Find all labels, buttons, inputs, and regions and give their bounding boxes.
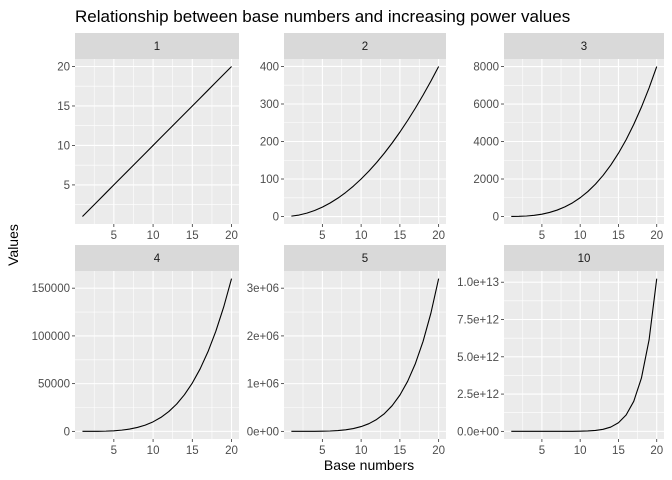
y-tick-label: 7.5e+12 (457, 315, 499, 327)
facet-strip-label: 3 (581, 41, 587, 53)
y-tick-label: 50000 (38, 379, 70, 391)
x-tick-label: 10 (147, 230, 160, 242)
x-tick-label: 15 (186, 445, 199, 457)
y-tick-label: 200 (260, 137, 279, 149)
y-tick-label: 150000 (32, 283, 70, 295)
panel-background (284, 271, 446, 439)
y-tick-label: 2.5e+12 (457, 389, 499, 401)
x-tick-label: 5 (319, 230, 325, 242)
y-tick-label: 5.0e+12 (457, 352, 499, 364)
x-tick-label: 15 (186, 230, 199, 242)
x-tick-label: 20 (650, 230, 663, 242)
x-tick-label: 10 (147, 445, 160, 457)
x-tick-label: 20 (225, 445, 238, 457)
facet-strip (75, 245, 239, 271)
x-tick-label: 5 (111, 445, 117, 457)
facet-strip-label: 5 (362, 253, 368, 265)
panel-background (75, 271, 239, 439)
facet-panel-4: 4 5 10 15 20 0 50000 100000 150000 (32, 245, 239, 457)
x-tick-label: 15 (612, 230, 625, 242)
series-line-power-10 (511, 278, 658, 432)
y-tick-label: 2000 (473, 174, 499, 186)
y-tick-label: 300 (260, 99, 279, 111)
y-tick-label: 20 (57, 62, 70, 74)
x-tick-label: 5 (539, 445, 545, 457)
y-tick-label: 0.0e+00 (457, 426, 499, 438)
facet-strip (504, 245, 664, 271)
y-tick-label: 1e+06 (247, 379, 279, 391)
x-tick-label: 10 (574, 445, 587, 457)
facet-strip (284, 245, 446, 271)
facet-strip-label: 10 (578, 253, 591, 265)
series-line-power-1 (82, 66, 232, 217)
facet-strip-label: 2 (362, 41, 368, 53)
facet-strip (284, 33, 446, 59)
y-tick-label: 400 (260, 61, 279, 73)
x-tick-label: 15 (612, 445, 625, 457)
y-tick-label: 100000 (32, 331, 70, 343)
x-tick-label: 20 (432, 230, 445, 242)
facet-panel-10: 10 5 10 15 20 0.0e+00 2.5e+12 5.0e+12 7.5e+12 1.0… (457, 245, 664, 457)
y-tick-label: 1.0e+13 (457, 277, 499, 289)
x-tick-label: 15 (393, 445, 406, 457)
x-tick-label: 5 (111, 230, 117, 242)
x-tick-label: 20 (650, 445, 663, 457)
y-tick-label: 3e+06 (247, 283, 279, 295)
y-tick-label: 100 (260, 174, 279, 186)
x-tick-label: 20 (432, 445, 445, 457)
y-tick-label: 5 (64, 180, 70, 192)
series-line-power-5 (291, 278, 440, 432)
y-tick-label: 0 (273, 212, 279, 224)
x-tick-label: 5 (539, 230, 545, 242)
y-tick-label: 0 (64, 426, 70, 438)
y-tick-label: 6000 (473, 99, 499, 111)
x-axis-title: Base numbers (324, 457, 414, 473)
x-tick-label: 5 (319, 445, 325, 457)
facet-strip (504, 33, 664, 59)
y-axis-title: Values (5, 224, 21, 266)
chart-title: Relationship between base numbers and in… (75, 7, 570, 26)
y-tick-label: 4000 (473, 137, 499, 149)
y-tick-label: 15 (57, 101, 70, 113)
x-tick-label: 10 (355, 230, 368, 242)
y-tick-label: 10 (57, 140, 70, 152)
series-line-power-2 (291, 66, 440, 217)
panel-background (504, 271, 664, 439)
y-tick-label: 2e+06 (247, 331, 279, 343)
facet-panel-5: 5 5 10 15 20 0e+00 1e+06 2e+06 3e+06 (247, 245, 446, 457)
series-line-power-4 (82, 278, 233, 432)
x-tick-label: 15 (393, 230, 406, 242)
y-tick-label: 0 (493, 212, 499, 224)
x-tick-label: 10 (355, 445, 368, 457)
series-line-power-3 (511, 66, 658, 218)
facet-strip (75, 33, 239, 59)
facet-strip-label: 4 (154, 253, 161, 265)
y-tick-label: 0e+00 (247, 426, 279, 438)
facet-panel-3: 3 5 10 15 20 0 2000 4000 6000 8000 (473, 33, 664, 242)
y-tick-label: 8000 (473, 62, 499, 74)
x-tick-label: 10 (574, 230, 587, 242)
facet-strip-label: 1 (154, 41, 160, 53)
x-tick-label: 20 (225, 230, 238, 242)
